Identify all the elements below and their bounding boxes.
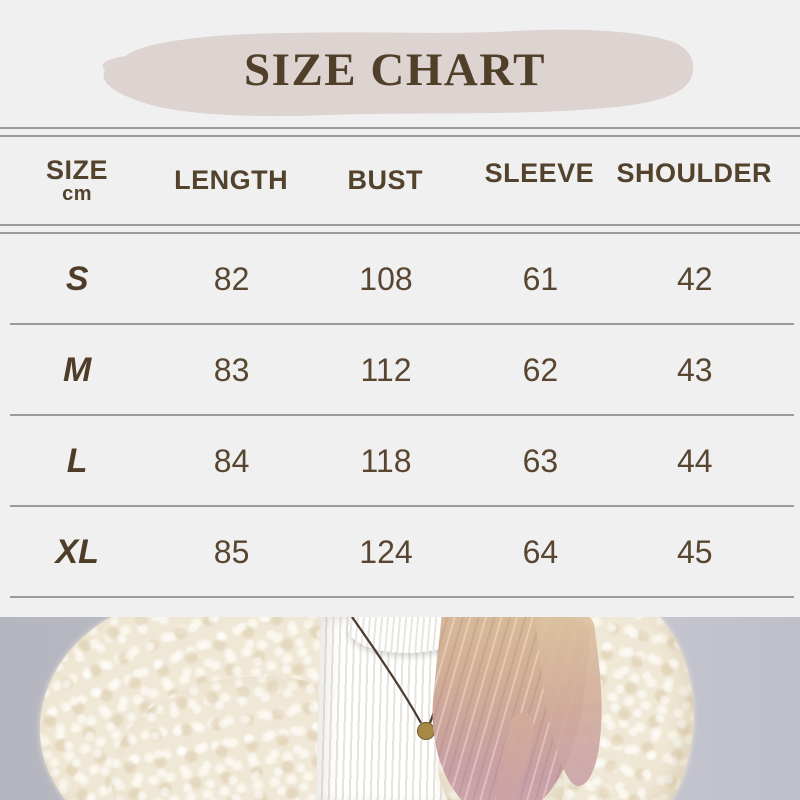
sleeve-value: 64 bbox=[522, 534, 559, 570]
sleeve-value: 62 bbox=[522, 352, 559, 388]
page-title: SIZE CHART bbox=[244, 44, 546, 96]
sleeve-value: 61 bbox=[522, 261, 559, 297]
length-value: 83 bbox=[213, 352, 250, 388]
table-row-xl: XL 85 124 64 45 bbox=[0, 507, 800, 598]
brush-stroke-background bbox=[102, 29, 694, 117]
length-value: 85 bbox=[213, 534, 250, 570]
size-value: S bbox=[65, 260, 89, 298]
necklace-chain-left bbox=[351, 617, 423, 724]
shoulder-value: 42 bbox=[676, 261, 713, 297]
length-value: 84 bbox=[213, 443, 250, 479]
column-header-size: SIZE cm bbox=[46, 154, 109, 206]
column-header-length: LENGTH bbox=[174, 165, 289, 195]
size-value: M bbox=[63, 351, 92, 389]
bust-value: 118 bbox=[360, 443, 412, 479]
size-value: L bbox=[66, 442, 88, 480]
column-header-shoulder: SHOULDER bbox=[616, 158, 772, 188]
divider-double-header bbox=[0, 224, 800, 234]
shoulder-value: 44 bbox=[676, 443, 713, 479]
table-row-m: M 83 112 62 43 bbox=[0, 325, 800, 416]
bust-value: 112 bbox=[360, 352, 412, 388]
column-header-bust: BUST bbox=[347, 165, 424, 195]
necklace bbox=[351, 617, 466, 741]
table-row-s: S 82 108 61 42 bbox=[0, 234, 800, 325]
column-header-sleeve: SLEEVE bbox=[484, 158, 595, 188]
size-value: XL bbox=[55, 533, 99, 571]
unit-label: cm bbox=[62, 183, 92, 206]
spacer bbox=[0, 598, 800, 617]
divider-double-top bbox=[0, 127, 800, 137]
bust-value: 108 bbox=[359, 261, 413, 297]
size-label: SIZE bbox=[46, 154, 109, 185]
sleeve-value: 63 bbox=[522, 443, 559, 479]
header: SIZE CHART bbox=[0, 0, 800, 127]
shoulder-value: 43 bbox=[676, 352, 713, 388]
bust-value: 124 bbox=[359, 534, 413, 570]
table-header-row: SIZE cm LENGTH BUST SLEEVE SHOULDER bbox=[0, 137, 800, 224]
length-value: 82 bbox=[213, 261, 250, 297]
table-row-l: L 84 118 63 44 bbox=[0, 416, 800, 507]
product-photo bbox=[0, 617, 800, 800]
shoulder-value: 45 bbox=[676, 534, 713, 570]
